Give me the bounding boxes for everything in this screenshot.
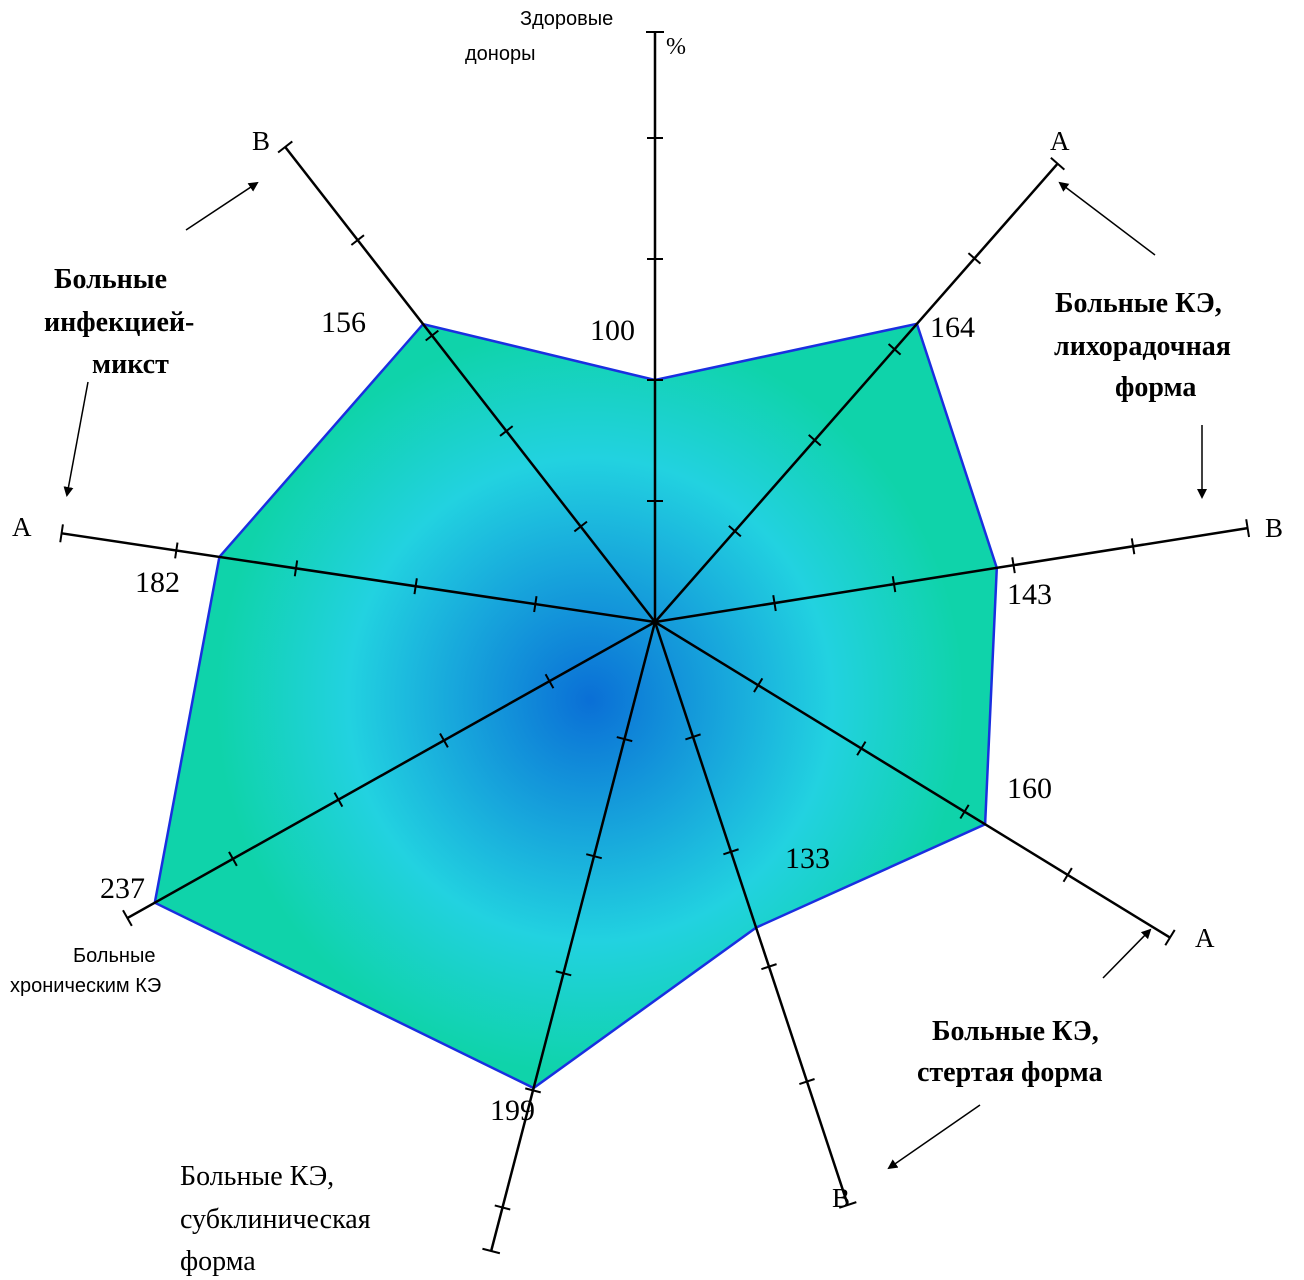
group-label-fever-line3: форма <box>1115 372 1196 403</box>
axis-tick <box>856 741 867 756</box>
axis-tick <box>616 736 633 743</box>
axis-end-cap <box>838 1201 857 1209</box>
group-label-subclinical-line3: форма <box>180 1246 256 1277</box>
value-label-mixed-b: 156 <box>321 306 366 339</box>
axis-tick <box>350 234 365 246</box>
axis-tick <box>723 848 739 856</box>
end-label-erased-b: B <box>832 1183 850 1213</box>
pointer-arrows <box>63 181 1207 1170</box>
axis-tick <box>555 970 572 977</box>
axis-line <box>126 620 656 920</box>
value-label-erased-b: 133 <box>785 842 830 875</box>
axis-tick <box>439 732 449 748</box>
axis-tick <box>499 425 514 437</box>
axis-end-cap <box>482 1247 501 1255</box>
axis-tick <box>1130 538 1136 555</box>
axis-end-cap <box>277 140 293 154</box>
group-label-subclinical: Больные КЭ, субклиническая форма <box>180 1161 371 1277</box>
axis-tick <box>413 578 418 595</box>
axis-tick <box>494 1204 511 1211</box>
axes-layer <box>59 31 1251 1255</box>
axis-line <box>61 532 656 624</box>
group-label-mixed-line2: инфекцией- <box>44 307 194 338</box>
group-label-subclinical-line1: Больные КЭ, <box>180 1161 334 1192</box>
healthy-label: Здоровые доноры <box>465 8 613 65</box>
group-label-erased-line2: стертая форма <box>917 1057 1102 1088</box>
axis-tick <box>685 733 701 741</box>
value-labels: 100 164 143 160 133 199 237 182 156 <box>100 306 1052 1127</box>
axis-tick <box>333 792 344 808</box>
arrow-mixed-a <box>63 381 89 497</box>
arrow-erased-a <box>1102 928 1152 979</box>
axis-tick <box>761 963 777 971</box>
group-label-mixed: Больные инфекцией- микст <box>44 264 194 380</box>
group-label-chronic-line1: Больные <box>73 945 155 967</box>
axis-tick <box>174 542 179 559</box>
group-label-fever-line1: Больные КЭ, <box>1055 288 1222 319</box>
axis-end-cap <box>59 524 64 543</box>
arrow-fever-a <box>1058 181 1156 256</box>
axis-line <box>653 621 849 1206</box>
healthy-label-line2: доноры <box>465 43 535 65</box>
group-label-mixed-line1: Больные <box>54 264 167 295</box>
axis-tick <box>293 560 299 577</box>
axis-tick <box>959 804 970 820</box>
arrow-mixed-b <box>185 181 259 231</box>
axis-tick <box>228 851 238 867</box>
group-label-fever: Больные КЭ, лихорадочная форма <box>1054 288 1231 403</box>
end-label-erased-a: A <box>1195 923 1215 953</box>
group-label-subclinical-line2: субклиническая <box>180 1204 371 1235</box>
axis-line <box>654 162 1059 623</box>
axis-end-cap <box>1245 519 1251 538</box>
axis-tick <box>1062 867 1073 883</box>
value-label-subclinical: 199 <box>490 1094 535 1127</box>
value-label-chronic: 237 <box>100 872 145 905</box>
axis-line <box>654 620 1171 939</box>
axis-tick <box>753 677 764 693</box>
axis-tick <box>967 252 982 265</box>
axis-tick <box>573 520 588 533</box>
axis-end-cap <box>1164 929 1176 946</box>
axis-tick <box>772 595 777 612</box>
axis-tick <box>525 1087 541 1094</box>
value-label-erased-a: 160 <box>1007 772 1052 805</box>
axis-tick <box>533 596 538 613</box>
group-label-fever-line2: лихорадочная <box>1054 331 1231 362</box>
end-label-fever-a: A <box>1050 126 1070 156</box>
axis-tick <box>586 853 602 860</box>
axis-end-cap <box>122 909 133 927</box>
value-label-fever-b: 143 <box>1007 578 1052 611</box>
group-label-chronic: Больные хроническим КЭ <box>10 945 161 997</box>
axis-end-labels: A B A B A B <box>12 126 1283 1213</box>
axis-tick <box>728 525 742 538</box>
axis-line <box>489 621 657 1252</box>
value-label-fever-a: 164 <box>930 311 975 344</box>
group-label-erased-line1: Больные КЭ, <box>932 1016 1099 1047</box>
axis-tick <box>1011 557 1016 574</box>
axis-line <box>284 146 656 623</box>
end-label-mixed-a: A <box>12 512 32 542</box>
axis-line <box>654 526 1248 624</box>
arrow-erased-b <box>887 1104 981 1170</box>
data-polygon <box>153 322 999 1090</box>
axis-tick <box>887 343 902 356</box>
group-label-erased: Больные КЭ, стертая форма <box>917 1016 1102 1088</box>
value-label-healthy: 100 <box>590 314 635 347</box>
group-label-chronic-line2: хроническим КЭ <box>10 975 161 997</box>
axis-end-cap <box>1050 157 1066 171</box>
axis-tick <box>544 673 555 689</box>
axis-tick <box>891 576 897 593</box>
healthy-label-line1: Здоровые <box>520 8 613 30</box>
unit-label: % <box>666 34 686 60</box>
axis-tick <box>799 1078 815 1085</box>
end-label-fever-b: B <box>1265 513 1283 543</box>
axis-tick <box>425 329 439 342</box>
axis-tick <box>808 434 822 447</box>
value-label-mixed-a: 182 <box>135 566 180 599</box>
group-label-mixed-line3: микст <box>92 349 169 380</box>
end-label-mixed-b: B <box>252 126 270 156</box>
